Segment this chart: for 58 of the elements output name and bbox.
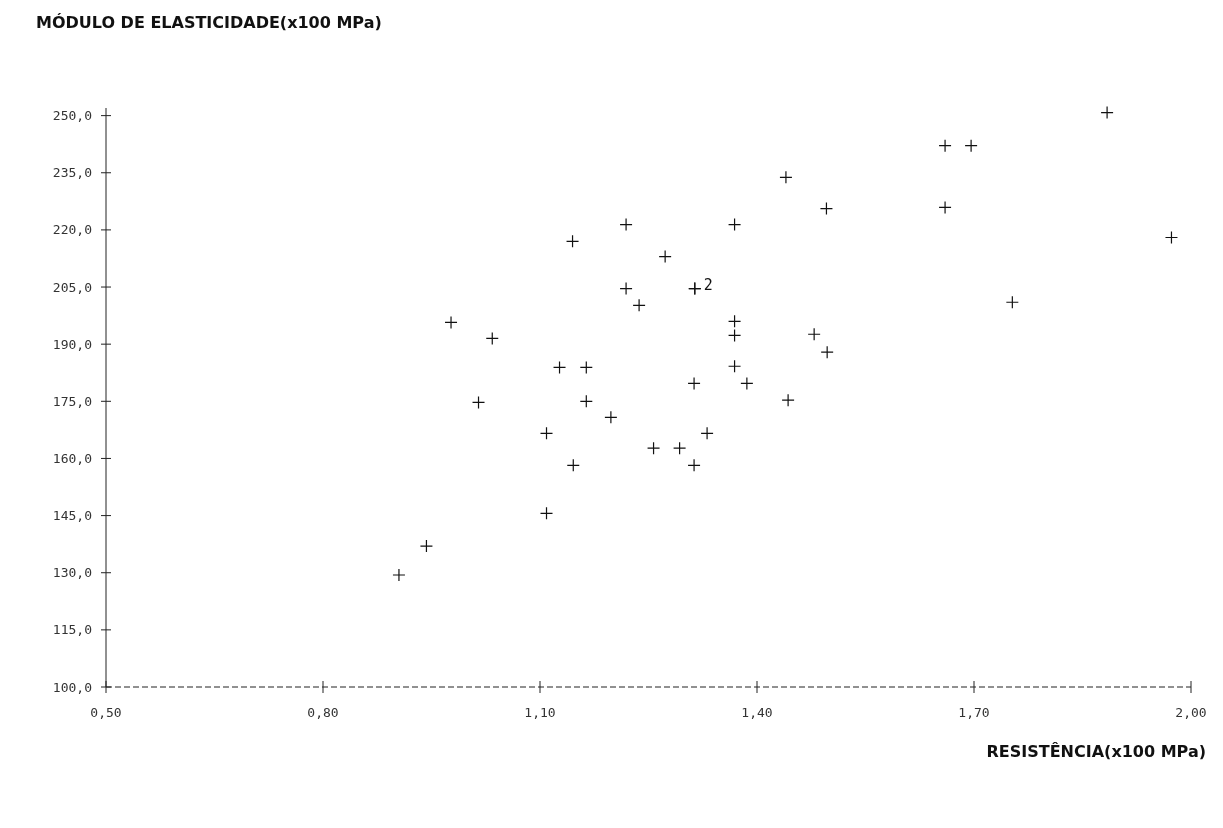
y-tick-label: 220,0 bbox=[52, 222, 92, 238]
point bbox=[1100, 105, 1114, 120]
y-tick-label: 160,0 bbox=[52, 451, 92, 466]
point bbox=[539, 426, 554, 440]
x-axis-title: RESISTÊNCIA(x100 MPa) bbox=[986, 742, 1206, 761]
point bbox=[673, 441, 687, 455]
x-tick-label: 1,70 bbox=[958, 705, 990, 720]
point bbox=[781, 393, 795, 407]
point bbox=[727, 359, 742, 373]
annotation: 2 bbox=[703, 275, 713, 294]
point bbox=[727, 328, 742, 343]
y-tick-label: 190,0 bbox=[52, 336, 92, 352]
x-tick-label: 0,50 bbox=[90, 705, 122, 720]
point bbox=[779, 170, 793, 184]
y-tick-label: 175,0 bbox=[52, 393, 92, 409]
point bbox=[938, 139, 952, 153]
point bbox=[1005, 295, 1019, 309]
point bbox=[646, 441, 661, 455]
point bbox=[964, 139, 978, 153]
point bbox=[604, 410, 618, 424]
point bbox=[444, 315, 458, 330]
point bbox=[727, 314, 742, 328]
point bbox=[552, 360, 567, 375]
point bbox=[485, 331, 499, 346]
point bbox=[566, 458, 580, 472]
point bbox=[539, 506, 554, 520]
point bbox=[471, 395, 486, 410]
point bbox=[807, 327, 821, 341]
y-axis-title: MÓDULO DE ELASTICIDADE(x100 MPa) bbox=[36, 13, 382, 32]
x-tick-label: 0,80 bbox=[307, 705, 339, 720]
point bbox=[565, 234, 580, 248]
point bbox=[820, 345, 834, 359]
point bbox=[727, 217, 742, 232]
point bbox=[687, 458, 701, 472]
y-tick-label: 205,0 bbox=[52, 279, 92, 295]
point bbox=[419, 539, 434, 553]
point bbox=[579, 360, 593, 375]
y-tick-label: 115,0 bbox=[52, 622, 92, 638]
point bbox=[619, 217, 633, 232]
point bbox=[700, 426, 714, 440]
y-tick-label: 250,0 bbox=[52, 108, 92, 124]
x-tick-label: 1,40 bbox=[741, 705, 773, 720]
y-tick-label: 145,0 bbox=[52, 508, 92, 524]
point bbox=[740, 376, 754, 391]
point bbox=[1164, 230, 1179, 245]
point bbox=[938, 200, 952, 215]
y-tick-label: 130,0 bbox=[52, 565, 92, 581]
point bbox=[392, 568, 406, 582]
y-tick-label: 100,0 bbox=[52, 679, 92, 695]
point bbox=[632, 298, 646, 312]
point bbox=[819, 201, 834, 216]
point bbox=[579, 394, 593, 408]
point bbox=[658, 249, 672, 264]
point bbox=[687, 376, 701, 391]
point bbox=[619, 281, 633, 296]
y-tick-label: 235,0 bbox=[52, 165, 92, 181]
x-tick-label: 2,00 bbox=[1175, 705, 1207, 720]
x-tick-label: 1,10 bbox=[524, 705, 556, 720]
